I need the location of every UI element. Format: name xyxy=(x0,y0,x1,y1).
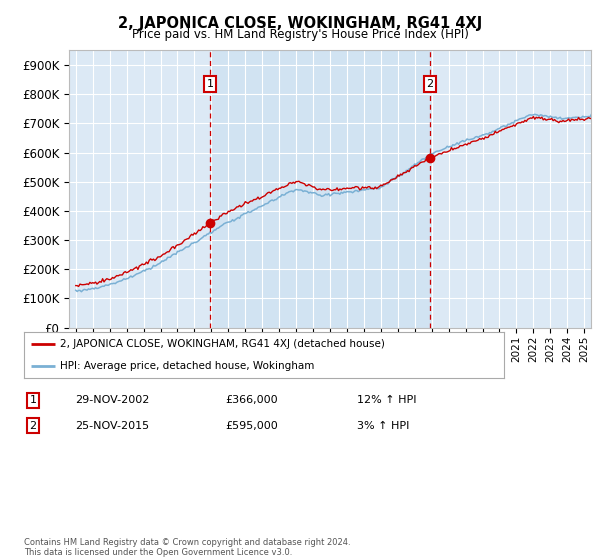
Text: Contains HM Land Registry data © Crown copyright and database right 2024.
This d: Contains HM Land Registry data © Crown c… xyxy=(24,538,350,557)
Text: 3% ↑ HPI: 3% ↑ HPI xyxy=(357,421,409,431)
Text: 2: 2 xyxy=(29,421,37,431)
Text: 29-NOV-2002: 29-NOV-2002 xyxy=(75,395,149,405)
Text: 1: 1 xyxy=(29,395,37,405)
Text: £366,000: £366,000 xyxy=(225,395,278,405)
Text: HPI: Average price, detached house, Wokingham: HPI: Average price, detached house, Woki… xyxy=(60,361,314,371)
Text: 2, JAPONICA CLOSE, WOKINGHAM, RG41 4XJ: 2, JAPONICA CLOSE, WOKINGHAM, RG41 4XJ xyxy=(118,16,482,31)
Text: 2, JAPONICA CLOSE, WOKINGHAM, RG41 4XJ (detached house): 2, JAPONICA CLOSE, WOKINGHAM, RG41 4XJ (… xyxy=(60,339,385,349)
Text: 12% ↑ HPI: 12% ↑ HPI xyxy=(357,395,416,405)
Bar xyxy=(210,50,430,328)
Text: 25-NOV-2015: 25-NOV-2015 xyxy=(75,421,149,431)
Text: 1: 1 xyxy=(206,79,214,89)
Text: £595,000: £595,000 xyxy=(225,421,278,431)
Text: 2: 2 xyxy=(427,79,434,89)
Text: Price paid vs. HM Land Registry's House Price Index (HPI): Price paid vs. HM Land Registry's House … xyxy=(131,28,469,41)
